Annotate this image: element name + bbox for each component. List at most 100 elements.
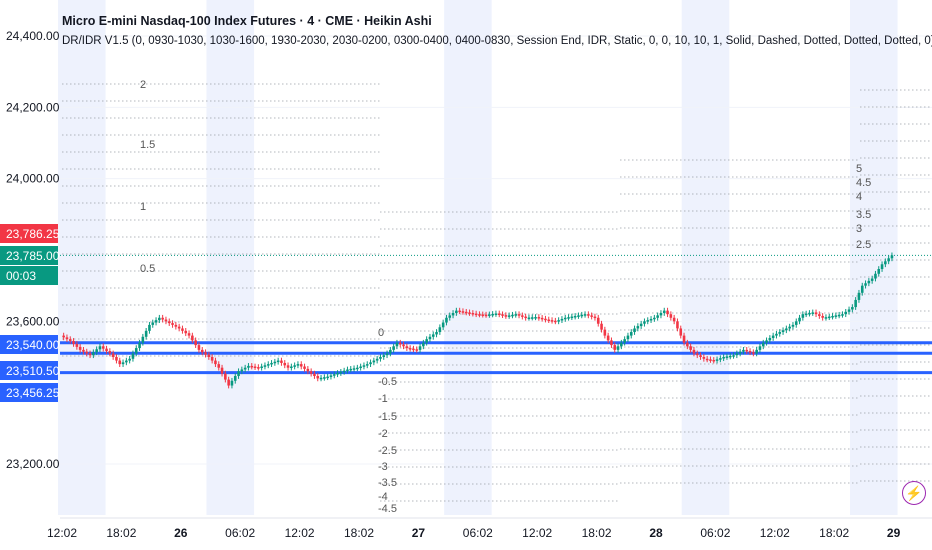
candle-body bbox=[92, 352, 95, 356]
candle-body bbox=[451, 313, 455, 316]
session-band bbox=[850, 0, 898, 515]
price-badge bbox=[0, 266, 58, 285]
time-tick-label: 06:02 bbox=[225, 526, 255, 540]
level-label: -2.5 bbox=[378, 445, 397, 457]
candle-body bbox=[587, 314, 590, 316]
bolt-icon[interactable]: ⚡ bbox=[902, 481, 926, 505]
candle-body bbox=[342, 370, 346, 373]
level-label: -4 bbox=[378, 491, 388, 503]
candle-body bbox=[692, 349, 696, 354]
candle-body bbox=[303, 366, 306, 369]
candle-body bbox=[781, 330, 785, 333]
level-label: 1.5 bbox=[140, 139, 155, 151]
candle-body bbox=[626, 335, 630, 340]
symbol-title[interactable]: Micro E-mini Nasdaq-100 Index Futures · … bbox=[62, 14, 432, 28]
candle-body bbox=[563, 317, 567, 320]
candle-body bbox=[702, 357, 706, 359]
candle-body bbox=[161, 317, 164, 320]
time-axis[interactable]: 12:02 18:02 26 06:02 12:02 18:02 27 06:02 12:02 1… bbox=[47, 517, 932, 540]
candle-body bbox=[230, 380, 234, 386]
candle-body bbox=[834, 315, 838, 317]
candle-body bbox=[296, 364, 300, 366]
candle-body bbox=[131, 353, 135, 359]
candle-body bbox=[629, 332, 633, 336]
candle-body bbox=[610, 340, 613, 346]
level-label: 3.5 bbox=[856, 209, 871, 221]
time-tick-label: 18:02 bbox=[819, 526, 849, 540]
candle-body bbox=[309, 371, 313, 374]
candle-body bbox=[478, 314, 481, 316]
candle-body bbox=[857, 292, 861, 300]
candle-body bbox=[395, 342, 399, 347]
candle-body bbox=[818, 314, 821, 316]
level-label: 3 bbox=[856, 223, 862, 235]
candle-body bbox=[877, 269, 881, 274]
candle-body bbox=[732, 355, 735, 357]
candle-body bbox=[699, 355, 702, 357]
candle-body bbox=[151, 322, 155, 325]
candle-body bbox=[184, 330, 188, 334]
candle-body bbox=[682, 335, 686, 343]
level-label: -2 bbox=[378, 428, 388, 440]
indicator-legend[interactable]: DR/IDR V1.5 (0, 0930-1030, 1030-1600, 19… bbox=[62, 35, 932, 47]
candle-body bbox=[544, 318, 547, 321]
candle-body bbox=[181, 328, 184, 331]
candle-body bbox=[804, 313, 808, 316]
candle-body bbox=[158, 317, 161, 321]
session-band bbox=[206, 0, 255, 515]
candle-body bbox=[676, 321, 679, 329]
candle-body bbox=[867, 280, 871, 284]
candle-body bbox=[207, 354, 211, 357]
candle-body bbox=[616, 346, 620, 350]
candle-body bbox=[755, 349, 758, 354]
candle-body bbox=[270, 362, 273, 365]
price-badge bbox=[0, 361, 58, 380]
candle-body bbox=[204, 352, 207, 355]
candle-body bbox=[725, 356, 729, 358]
time-tick-label: 29 bbox=[887, 526, 901, 540]
candle-body bbox=[356, 367, 359, 370]
candle-body bbox=[745, 349, 749, 352]
time-tick-label: 06:02 bbox=[700, 526, 730, 540]
candle-body bbox=[375, 358, 379, 361]
candles bbox=[62, 252, 894, 389]
candle-body bbox=[105, 348, 108, 352]
candle-body bbox=[656, 315, 659, 318]
level-label: -0.5 bbox=[378, 376, 397, 388]
level-label: 0.5 bbox=[140, 263, 155, 275]
candle-body bbox=[620, 342, 623, 347]
candle-body bbox=[75, 343, 79, 347]
candle-body bbox=[488, 314, 491, 316]
level-label: -4.5 bbox=[378, 503, 397, 515]
price-badge-label: 00:03 bbox=[6, 269, 36, 283]
candle-body bbox=[567, 317, 570, 319]
candle-body bbox=[260, 366, 263, 369]
level-label: -3 bbox=[378, 461, 388, 473]
candle-body bbox=[461, 311, 465, 313]
candle-body bbox=[761, 342, 765, 347]
price-tick-label: 24,000.00 bbox=[6, 172, 60, 186]
candle-body bbox=[385, 353, 389, 356]
candle-body bbox=[686, 342, 689, 347]
candle-body bbox=[666, 310, 669, 315]
candle-body bbox=[494, 313, 498, 315]
price-lines bbox=[60, 254, 932, 375]
candle-body bbox=[299, 364, 303, 367]
session-band bbox=[58, 0, 106, 515]
level-label: -1.5 bbox=[378, 411, 397, 423]
candle-body bbox=[332, 374, 336, 376]
candle-body bbox=[814, 312, 818, 315]
grid-lines bbox=[60, 35, 932, 465]
candle-body bbox=[824, 317, 828, 319]
candle-body bbox=[590, 315, 593, 317]
candle-body bbox=[560, 318, 564, 321]
candle-body bbox=[263, 365, 267, 367]
candle-body bbox=[319, 377, 323, 380]
price-badge-label: 23,785.00 bbox=[6, 249, 60, 263]
price-axis[interactable]: 24,400.00 24,200.00 24,000.00 23,600.00 23,2… bbox=[6, 29, 60, 471]
price-badge bbox=[0, 246, 58, 265]
price-badge-label: 23,540.00 bbox=[6, 338, 60, 352]
candle-body bbox=[346, 369, 349, 371]
candle-body bbox=[821, 315, 824, 318]
